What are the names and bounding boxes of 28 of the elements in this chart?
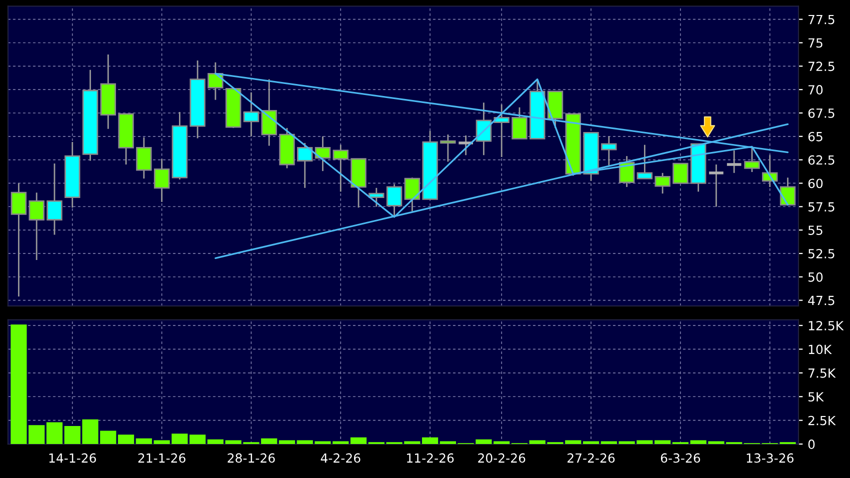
y-tick-label: 0	[808, 440, 815, 449]
x-tick-label: 28-1-26	[228, 453, 275, 463]
y-tick-label: 12.5K	[808, 320, 844, 330]
y-tick-label: 50	[808, 272, 823, 282]
y-tick-label: 57.5	[808, 202, 834, 212]
y-tick-label: 72.5	[808, 62, 834, 72]
x-tick-label: 20-2-26	[478, 453, 526, 463]
x-tick-label: 21-1-26	[138, 453, 186, 463]
x-tick-label: 27-2-26	[568, 453, 615, 463]
x-tick-label: 14-1-26	[49, 453, 96, 463]
y-tick-label: 60	[808, 178, 823, 188]
y-tick-label: 7.5K	[808, 368, 836, 378]
y-tick-label: 75	[808, 38, 822, 48]
x-tick-label: 11-2-26	[407, 453, 454, 463]
y-tick-label: 77.5	[808, 14, 834, 24]
x-tick-label: 6-3-26	[660, 453, 700, 463]
y-tick-label: 2.5K	[808, 416, 836, 426]
y-tick-label: 52.5	[808, 248, 834, 258]
y-tick-label: 47.5	[808, 296, 834, 306]
y-tick-label: 67.5	[808, 108, 834, 118]
y-tick-label: 70	[808, 85, 823, 94]
y-tick-label: 62.5	[808, 155, 834, 165]
x-tick-label: 4-2-26	[320, 453, 360, 463]
y-tick-label: 65	[808, 132, 822, 142]
y-tick-label: 5K	[808, 392, 824, 402]
y-tick-label: 55	[808, 226, 822, 235]
x-tick-label: 13-3-26	[746, 453, 794, 463]
y-tick-label: 10K	[808, 344, 832, 354]
